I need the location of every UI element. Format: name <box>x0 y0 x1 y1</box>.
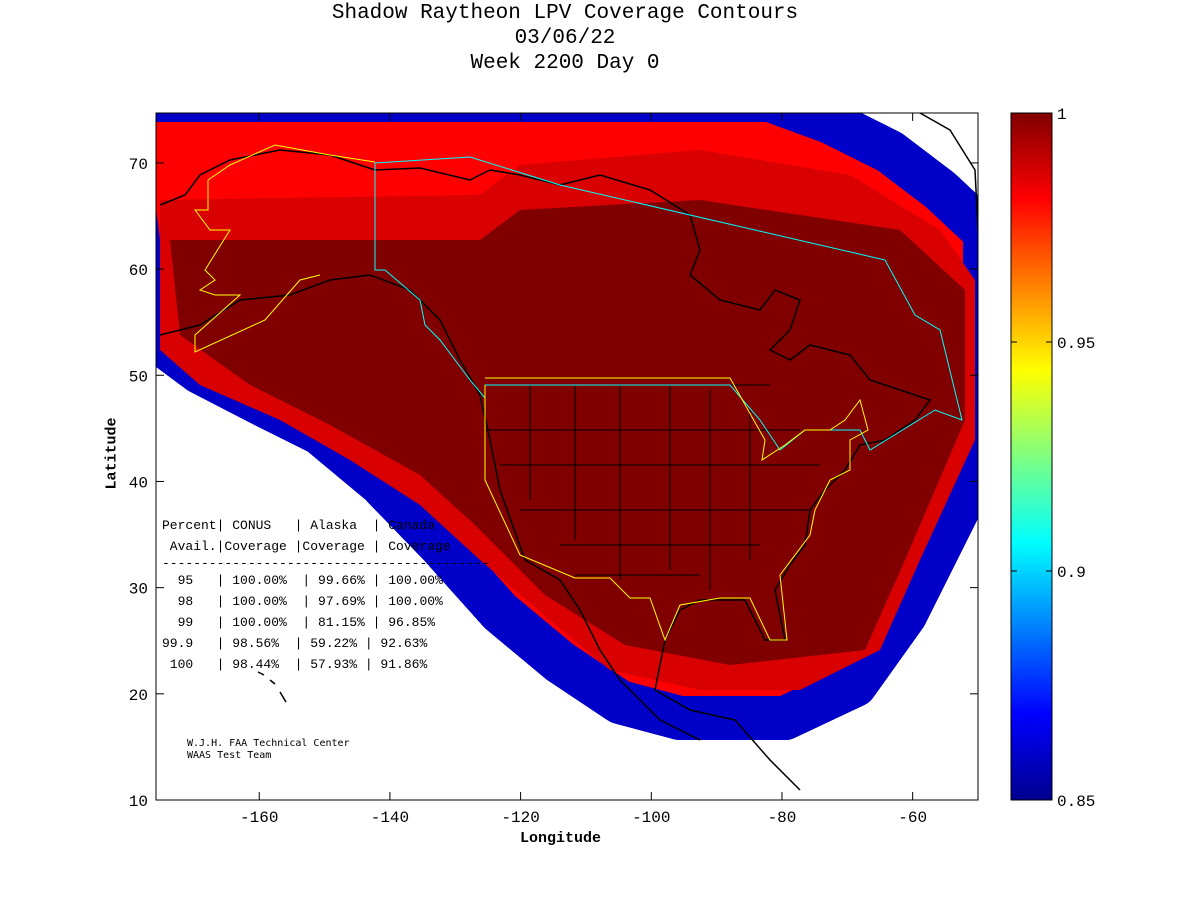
table-header-2: Avail.|Coverage |Coverage | Coverage <box>162 539 451 554</box>
y-tick-label: 60 <box>129 262 148 280</box>
x-tick-label: -80 <box>768 809 797 827</box>
chart-title: Shadow Raytheon LPV Coverage Contours <box>331 2 799 25</box>
coverage-table: Percent| CONUS | Alaska | Canada Avail.|… <box>162 515 490 675</box>
x-axis-title: Longitude <box>520 830 602 847</box>
y-axis-title: Latitude <box>103 417 121 490</box>
conus-boundary <box>484 377 869 642</box>
y-tick-label: 10 <box>129 793 148 811</box>
chart-week: Week 2200 Day 0 <box>470 52 660 75</box>
table-row: 100 | 98.44% | 57.93% | 91.86% <box>162 657 428 672</box>
x-tick-label: -140 <box>371 809 409 827</box>
credits: W.J.H. FAA Technical Center WAAS Test Tea… <box>187 738 350 762</box>
greenland <box>919 113 978 231</box>
y-axis: 10 20 30 40 50 60 70 <box>129 156 978 811</box>
table-row: 98 | 100.00% | 97.69% | 100.00% <box>162 594 443 609</box>
coverage-core <box>170 200 965 665</box>
table-row: 99 | 100.00% | 81.15% | 96.85% <box>162 615 436 630</box>
coverage-contours <box>156 113 978 740</box>
table-separator: ----------------------------------------… <box>162 556 490 571</box>
x-axis: -160 -140 -120 -100 -80 -60 <box>240 113 927 827</box>
credit-line-1: W.J.H. FAA Technical Center <box>187 738 350 749</box>
chart-date: 03/06/22 <box>514 27 616 50</box>
y-tick-label: 70 <box>129 156 148 174</box>
y-tick-label: 40 <box>129 474 148 492</box>
canada-boundary <box>374 156 963 451</box>
colorbar-tick-label: 0.95 <box>1057 335 1095 353</box>
hawaii <box>257 671 287 703</box>
table-header-1: Percent| CONUS | Alaska | Canada <box>162 518 436 533</box>
plot-frame <box>155 112 979 801</box>
x-tick-label: -60 <box>898 809 927 827</box>
alaska-boundary <box>194 144 376 353</box>
x-tick-label: -100 <box>632 809 670 827</box>
y-tick-label: 30 <box>129 581 148 599</box>
region-boundaries <box>194 144 963 642</box>
colorbar-tick-label: 0.85 <box>1057 793 1095 811</box>
table-row: 95 | 100.00% | 99.66% | 100.00% <box>162 573 443 588</box>
y-tick-label: 20 <box>129 687 148 705</box>
west-coast <box>159 274 701 741</box>
colorbar-tick-label: 0.9 <box>1057 564 1086 582</box>
coastlines <box>159 113 978 791</box>
y-tick-label: 50 <box>129 368 148 386</box>
north-america-coast <box>159 149 932 791</box>
table-row: 99.9 | 98.56% | 59.22% | 92.63% <box>162 636 428 651</box>
x-tick-label: -160 <box>240 809 278 827</box>
credit-line-2: WAAS Test Team <box>187 750 272 761</box>
colorbar-tick-label: 1 <box>1057 106 1067 124</box>
colorbar-ticks: 0.85 0.9 0.95 1 <box>1011 106 1095 811</box>
x-tick-label: -120 <box>501 809 539 827</box>
colorbar <box>1010 112 1053 801</box>
